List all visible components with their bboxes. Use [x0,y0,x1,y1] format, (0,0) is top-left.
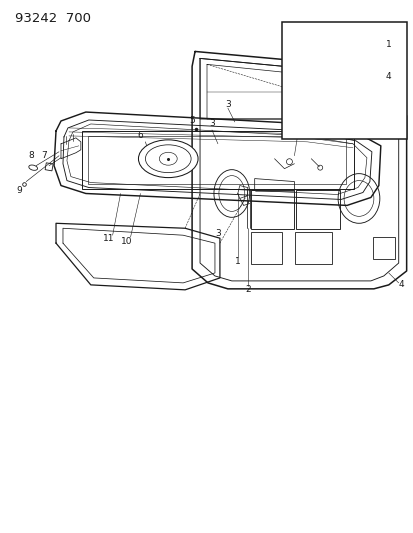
Text: 9: 9 [17,186,22,195]
Text: 93242  700: 93242 700 [15,12,91,25]
Text: 11: 11 [103,233,114,243]
Text: 4: 4 [398,280,404,289]
Text: 7: 7 [41,151,47,160]
Text: 2: 2 [244,285,250,294]
Bar [45,163,53,171]
Text: 3: 3 [209,119,214,128]
Text: 4: 4 [385,72,391,81]
Text: 3: 3 [214,229,220,238]
Text: 10: 10 [121,237,132,246]
Text: 5: 5 [189,117,195,125]
Text: 1: 1 [385,40,391,49]
Text: 1: 1 [234,256,240,265]
Text: 8: 8 [28,151,34,160]
Text: 6: 6 [137,131,143,140]
Ellipse shape [138,140,197,177]
Bar [282,22,406,139]
Text: 3: 3 [224,100,230,109]
